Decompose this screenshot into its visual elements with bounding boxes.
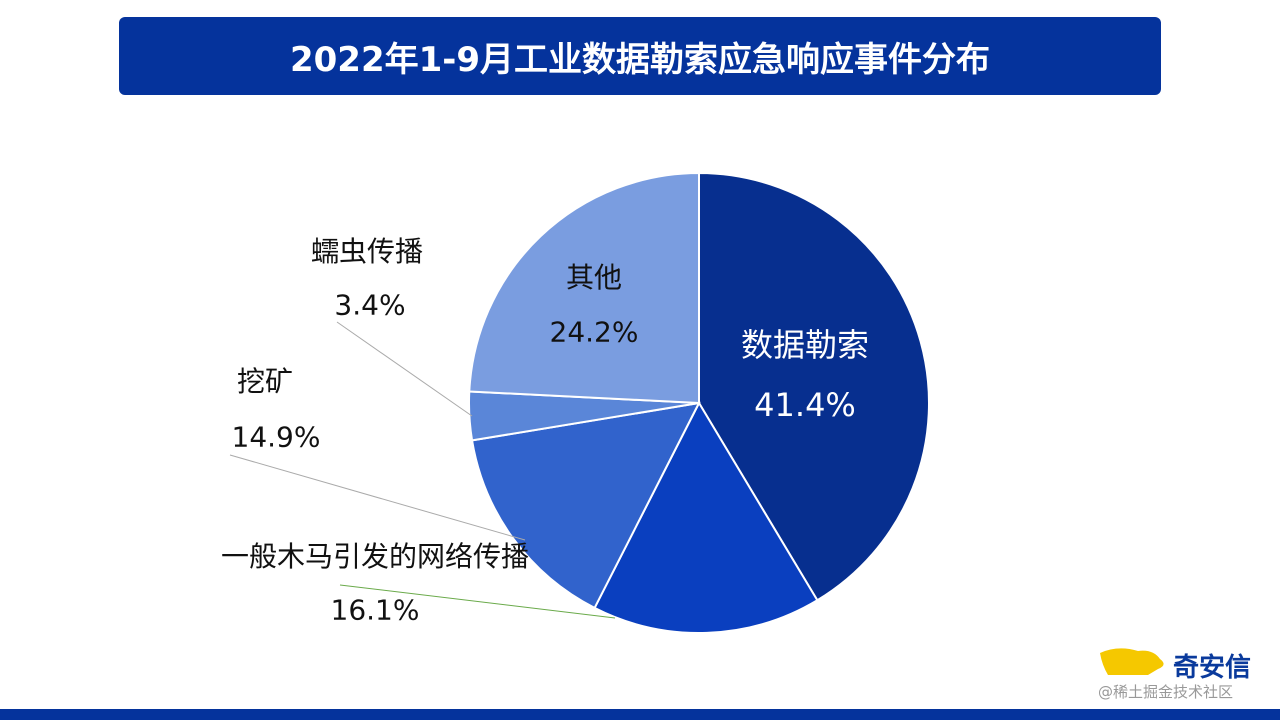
chart-title: 2022年1-9月工业数据勒索应急响应事件分布 (119, 17, 1161, 95)
pie-slice-1 (593, 400, 819, 634)
value-ransom: 41.4% (754, 386, 856, 424)
value-trojan: 16.1% (330, 593, 420, 627)
bottom-bar (0, 709, 1280, 720)
tiger-icon (1100, 648, 1164, 675)
value-other: 24.2% (549, 315, 639, 349)
label-mining: 挖矿 (236, 365, 294, 398)
label-other: 其他 (565, 261, 623, 294)
label-worm: 蠕虫传播 (310, 235, 424, 268)
label-trojan: 一般木马引发的网络传播 (220, 540, 530, 573)
watermark: @稀土掘金技术社区 (1098, 683, 1234, 701)
value-worm: 3.4% (334, 288, 406, 322)
leader-line-worm (336, 321, 473, 417)
pie-slice-0 (698, 171, 930, 602)
leader-line-mining (229, 454, 526, 541)
leader-line-trojan (339, 584, 616, 619)
logo-text: 奇安信 (1173, 653, 1252, 683)
pie-slice-2 (470, 401, 701, 610)
value-mining: 14.9% (231, 420, 321, 454)
label-ransom: 数据勒索 (740, 326, 870, 364)
pie-slice-4 (468, 171, 700, 405)
qianxin-logo: 奇安信 @稀土掘金技术社区 (1098, 645, 1263, 705)
